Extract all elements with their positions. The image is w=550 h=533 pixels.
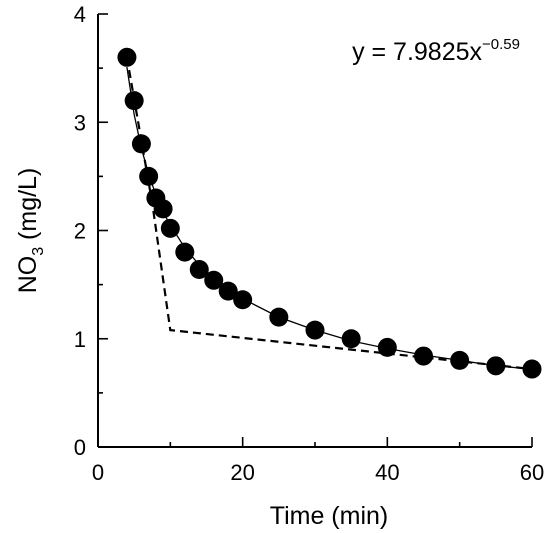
y-axis-title-main: NO — [14, 256, 42, 294]
data-point — [160, 218, 180, 238]
data-point — [341, 329, 361, 349]
y-tick-label: 0 — [74, 435, 86, 460]
data-point — [414, 346, 433, 366]
data-point — [218, 281, 238, 301]
equation-exponent: −0.59 — [482, 36, 520, 53]
ticks — [97, 13, 533, 448]
y-axis-title-subscript: 3 — [30, 247, 47, 256]
fit-equation-annotation: y = 7.9825x−0.59 — [352, 36, 520, 66]
data-point — [131, 134, 151, 154]
x-tick-label: 40 — [375, 460, 399, 485]
data-point — [305, 320, 325, 340]
y-tick-label: 3 — [74, 110, 86, 135]
data-point — [522, 359, 542, 379]
y-axis-title-unit: (mg/L) — [14, 168, 42, 247]
data-point — [175, 242, 195, 262]
equation-base: y = 7.9825x — [352, 38, 482, 66]
data-point — [377, 337, 397, 357]
data-point — [139, 166, 159, 186]
x-tick-label: 0 — [92, 460, 104, 485]
data-point — [153, 199, 173, 219]
x-axis-title: Time (min) — [270, 502, 389, 530]
data-points — [117, 47, 542, 379]
x-tick-label: 20 — [230, 460, 254, 485]
data-point — [124, 91, 144, 111]
data-point — [117, 47, 137, 67]
data-point — [269, 307, 289, 327]
dashed-piecewise-line — [125, 57, 533, 371]
y-tick-label: 2 — [74, 219, 86, 244]
data-point — [486, 356, 506, 376]
power-fit-curve — [126, 66, 533, 370]
y-axis-title: NO3 (mg/L) — [14, 168, 47, 294]
data-point — [204, 270, 224, 290]
y-tick-label: 4 — [74, 2, 86, 27]
data-point — [450, 350, 470, 370]
data-point — [189, 259, 209, 279]
x-tick-label: 60 — [520, 460, 544, 485]
y-tick-label: 1 — [74, 327, 86, 352]
data-point — [233, 290, 253, 310]
